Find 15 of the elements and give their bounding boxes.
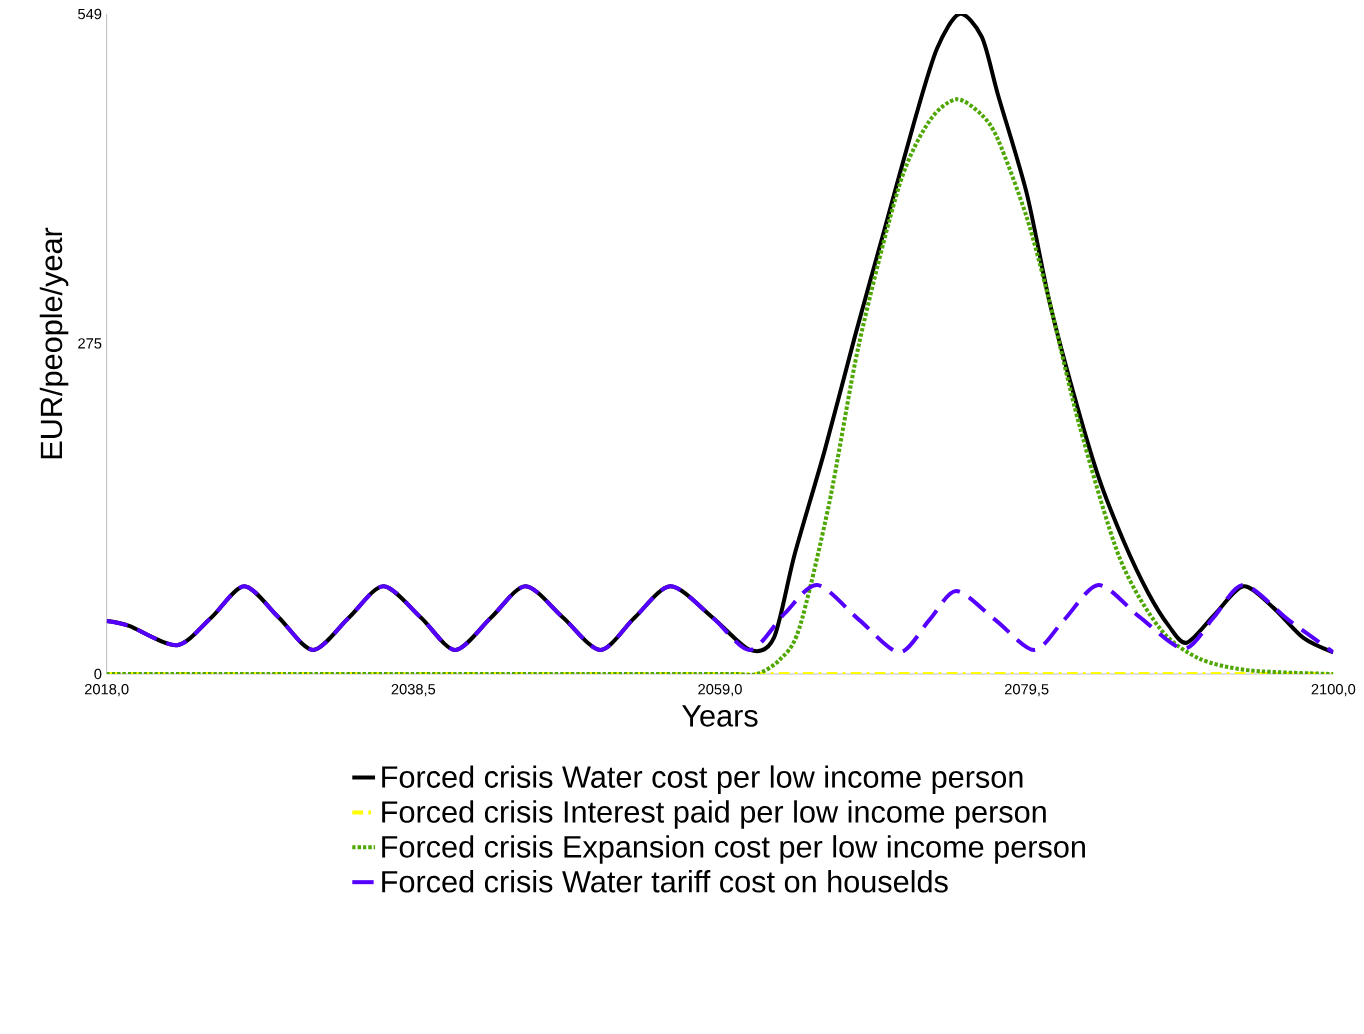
line-series: [106, 583, 1334, 655]
y-axis-title: EUR/people/year: [39, 227, 69, 459]
x-tick-label: 2100,0: [1311, 684, 1356, 697]
x-tick-label: 2038,5: [391, 684, 436, 697]
x-tick-label: 2059,0: [698, 684, 742, 697]
legend-label: Forced crisis Interest paid per low income person: [382, 800, 1046, 829]
x-tick-label: 2018,0: [84, 684, 129, 697]
legend-label: Forced crisis Water tariff cost on houselds: [382, 870, 948, 893]
y-tick-label: 0: [94, 668, 102, 680]
y-tick-label: 275: [78, 338, 102, 349]
legend-label: Forced crisis Expansion cost per low income person: [382, 835, 1085, 864]
y-tick-label: 549: [78, 8, 102, 20]
x-axis-title: Years: [682, 705, 758, 727]
x-tick-label: 2079,5: [1004, 684, 1049, 697]
legend-label: Forced crisis Water cost per low income person: [382, 765, 1023, 794]
